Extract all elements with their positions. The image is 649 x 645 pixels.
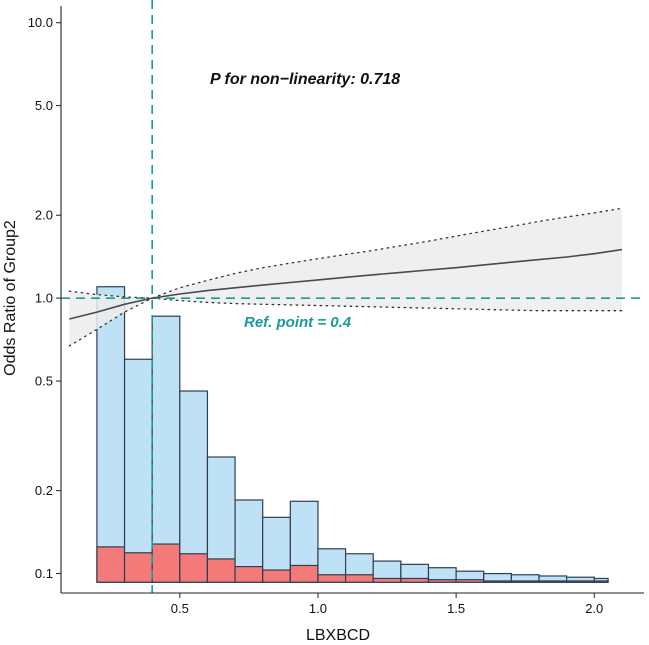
y-tick-label: 10.0 (28, 15, 53, 30)
x-axis-title: LBXBCD (306, 627, 370, 644)
y-axis-title: Odds Ratio of Group2 (2, 220, 19, 376)
hist-bar-group2 (593, 580, 609, 583)
p-nonlinearity-annotation: P for non−linearity: 0.718 (210, 71, 400, 88)
axes-layer: 0.5 1.0 1.5 2.0 0.1 0.2 0.5 1.0 2.0 5.0 10.0 (28, 6, 644, 616)
hist-bar-group2 (344, 574, 374, 583)
hist-bar-group2 (427, 579, 457, 583)
hist-bar-total (123, 358, 153, 583)
hist-bar-group2 (538, 580, 568, 583)
x-tick-label: 1.5 (447, 601, 465, 616)
hist-bar-total (151, 315, 181, 583)
x-tick-label: 1.0 (309, 601, 327, 616)
histogram-layer (96, 286, 609, 583)
hist-bar-group2 (262, 569, 291, 583)
hist-bar-group2 (372, 577, 402, 583)
reference-lines-layer (61, 0, 644, 593)
y-tick-label: 0.1 (35, 566, 53, 581)
hist-bar-group2 (510, 580, 540, 583)
hist-bar-group2 (483, 580, 512, 583)
ci-lower-line (68, 297, 623, 347)
x-tick-label: 2.0 (585, 601, 603, 616)
hist-bar-group2 (96, 546, 126, 583)
y-tick-label: 5.0 (35, 98, 53, 113)
y-tick-label: 1.0 (35, 291, 53, 306)
ci-upper-line (68, 207, 623, 299)
hist-bar-group2 (206, 558, 236, 583)
hist-bar-group2 (179, 553, 209, 583)
y-tick-label: 0.2 (35, 483, 53, 498)
y-tick-label: 2.0 (35, 208, 53, 223)
hist-bar-group2 (151, 543, 181, 583)
spline-curve (69, 248, 623, 320)
hist-bar-group2 (566, 580, 595, 583)
hist-bar-group2 (289, 564, 319, 583)
hist-bar-group2 (317, 574, 347, 583)
hist-bar-group2 (400, 577, 430, 583)
hist-bar-group2 (123, 552, 153, 583)
ref-point-annotation: Ref. point = 0.4 (244, 314, 352, 331)
hist-bar-group2 (455, 579, 485, 583)
hist-bar-total (96, 286, 126, 583)
hist-bar-total (179, 390, 209, 583)
y-tick-label: 0.5 (35, 374, 53, 389)
spline-curve-layer (69, 248, 623, 320)
x-tick-label: 0.5 (171, 601, 189, 616)
hist-bar-group2 (234, 565, 264, 583)
